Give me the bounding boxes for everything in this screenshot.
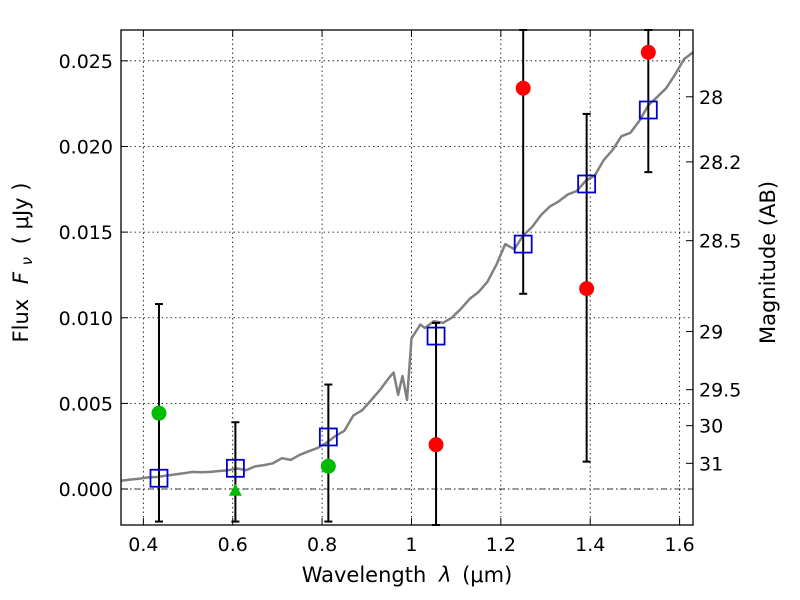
- model-band-marker: [513, 234, 533, 254]
- y-tick-label: 0.000: [59, 479, 113, 501]
- y-tick-label: 0.010: [59, 308, 113, 330]
- y2-tick-label: 30: [699, 416, 723, 438]
- x-tick-label: 0.4: [128, 534, 158, 556]
- model-band-marker: [318, 427, 338, 447]
- x-tick-label: 0.6: [218, 534, 248, 556]
- detection-point: [640, 44, 656, 60]
- y2-tick-label: 31: [699, 453, 723, 475]
- x-axis-title: Wavelength λ (μm): [302, 563, 513, 587]
- y-tick-label: 0.015: [59, 222, 113, 244]
- x-tick-label: 1.2: [486, 534, 516, 556]
- model-spectrum: [120, 51, 694, 483]
- y2-axis-title: Magnitude (AB): [756, 181, 780, 344]
- detection-point: [515, 80, 531, 96]
- detection-point: [579, 281, 595, 297]
- x-tick-label: 0.8: [307, 534, 337, 556]
- y-tick-label: 0.020: [59, 136, 113, 158]
- y2-tick-label: 28.5: [699, 231, 741, 253]
- detection-point: [151, 405, 167, 421]
- model-band-marker: [225, 458, 245, 478]
- upper-limit-marker: [228, 483, 242, 496]
- y2-tick-label: 28: [699, 87, 723, 109]
- plot-frame: [120, 29, 694, 526]
- grid: [121, 30, 693, 525]
- error-bars: [154, 29, 653, 526]
- x-tick-label: 1.6: [664, 534, 694, 556]
- detection-point: [428, 437, 444, 453]
- x-tick-label: 1.4: [575, 534, 605, 556]
- y2-tick-label: 29: [699, 321, 723, 343]
- y-tick-label: 0.005: [59, 393, 113, 415]
- y-axis-title: Flux F ν ( μJy ): [9, 183, 37, 343]
- y2-tick-label: 29.5: [699, 380, 741, 402]
- model-band-marker: [149, 468, 169, 488]
- x-tick-label: 1: [405, 534, 417, 556]
- model-band-marker: [426, 326, 446, 346]
- model-band-marker: [577, 174, 597, 194]
- axes: 0.4 0.6 0.8 1 1.2 1.4 1.6 0.000 0.005 0.010 0.015 0…: [59, 30, 741, 556]
- data-points: [149, 44, 658, 496]
- y-tick-label: 0.025: [59, 51, 113, 73]
- detection-point: [320, 458, 336, 474]
- y2-tick-label: 28.2: [699, 152, 741, 174]
- model-spectrum-line: [120, 51, 694, 483]
- model-band-marker: [638, 100, 658, 120]
